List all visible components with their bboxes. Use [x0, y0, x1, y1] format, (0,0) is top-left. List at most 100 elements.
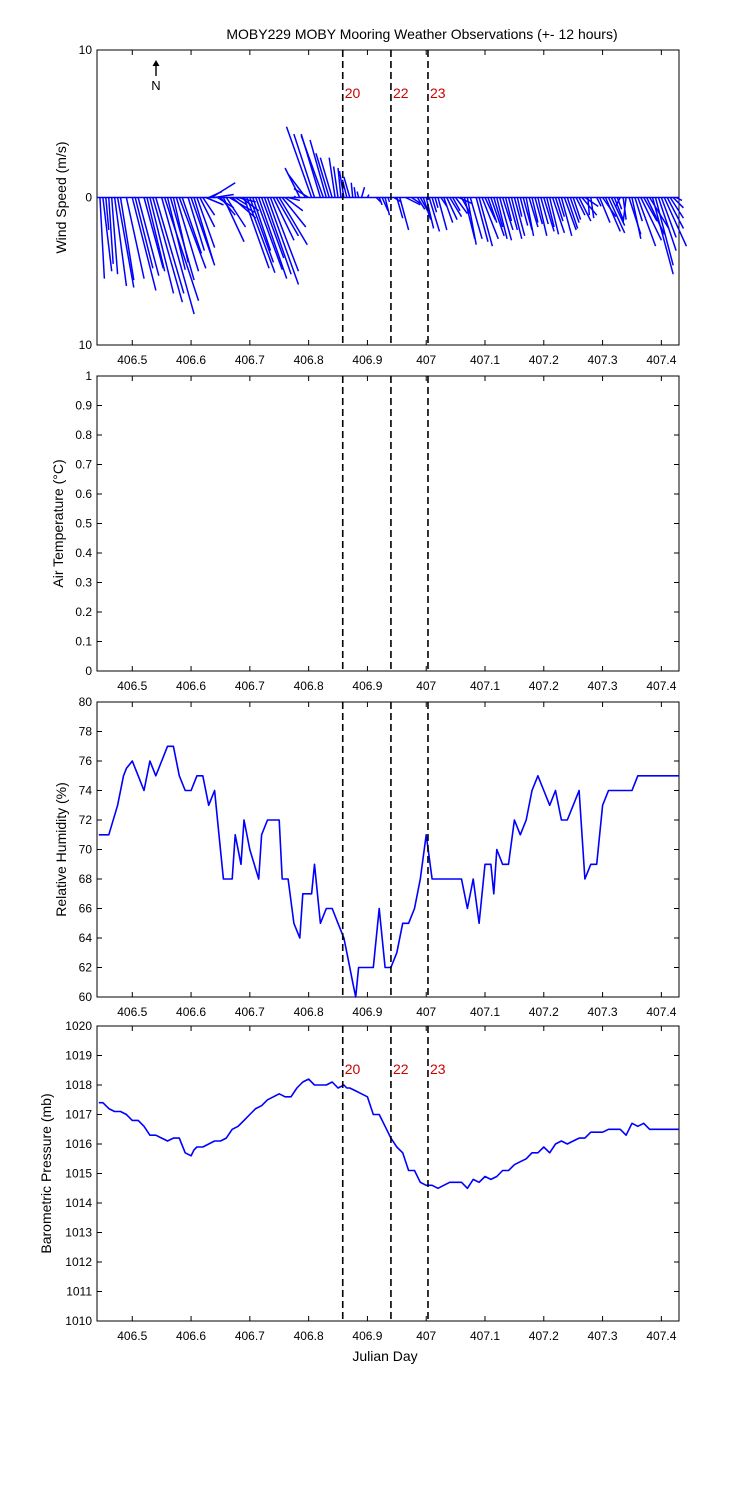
wind-stick — [152, 197, 184, 303]
wind-stick — [243, 197, 270, 269]
wind-stick — [309, 139, 327, 198]
wind-stick — [356, 191, 360, 198]
wind-stick — [493, 197, 504, 228]
wind-stick — [501, 197, 514, 231]
y-tick-label: 74 — [79, 784, 93, 798]
wind-stick — [431, 197, 438, 213]
wind-stick — [463, 197, 476, 239]
wind-stick — [510, 197, 523, 239]
y-tick-label: 1016 — [65, 1137, 92, 1151]
wind-stick — [654, 197, 674, 266]
wind-stick — [146, 197, 166, 272]
wind-stick — [554, 197, 564, 222]
wind-stick — [452, 197, 461, 212]
wind-stick — [205, 196, 224, 206]
event-marker-label: 22 — [393, 1061, 409, 1077]
wind-stick — [604, 197, 621, 232]
x-tick-label: 407 — [416, 1005, 436, 1019]
wind-stick — [540, 197, 549, 225]
wind-stick — [293, 188, 310, 199]
event-marker-label: 23 — [430, 85, 446, 101]
data-line — [98, 1078, 679, 1190]
wind-stick — [560, 197, 573, 237]
wind-stick — [449, 197, 463, 218]
wind-stick — [484, 197, 497, 220]
wind-stick — [222, 197, 245, 243]
x-tick-label: 406.7 — [235, 1329, 265, 1343]
wind-stick — [360, 186, 366, 198]
wind-stick — [187, 197, 206, 251]
axes-frame — [96, 701, 680, 998]
wind-stick — [228, 196, 255, 213]
wind-stick — [131, 197, 157, 291]
wind-stick — [569, 197, 580, 223]
x-tick-label: 407 — [416, 679, 436, 693]
y-tick-label: 66 — [79, 902, 93, 916]
wind-stick — [519, 197, 529, 226]
wind-stick — [249, 197, 275, 263]
wind-stick — [590, 197, 595, 219]
x-tick-label: 407.1 — [470, 353, 500, 367]
wind-stick — [516, 197, 523, 217]
x-tick-label: 406.6 — [176, 1005, 206, 1019]
wind-stick — [405, 196, 421, 206]
wind-stick — [125, 197, 145, 279]
x-tick-label: 407.2 — [529, 1329, 559, 1343]
wind-stick — [269, 197, 300, 272]
y-axis-label: Wind Speed (m/s) — [53, 141, 69, 253]
x-tick-label: 407.1 — [470, 1005, 500, 1019]
y-tick-label: 1013 — [65, 1226, 92, 1240]
event-marker-label: 23 — [430, 1061, 446, 1077]
wind-stick — [266, 197, 300, 285]
wind-stick — [384, 197, 391, 216]
wind-stick — [478, 197, 494, 247]
wind-stick — [113, 197, 128, 287]
y-tick-label: 0 — [85, 191, 92, 205]
wind-stick — [350, 182, 354, 198]
x-tick-label: 407.2 — [529, 1005, 559, 1019]
x-tick-label: 407.3 — [588, 1005, 618, 1019]
wind-stick — [275, 197, 300, 237]
wind-stick — [381, 197, 389, 212]
wind-stick — [137, 197, 160, 276]
wind-stick — [300, 135, 325, 198]
y-tick-label: 72 — [79, 813, 93, 827]
y-tick-label: 80 — [79, 695, 93, 709]
data-line — [98, 745, 679, 998]
wind-stick — [537, 197, 548, 237]
wind-stick — [155, 197, 185, 294]
wind-stick — [175, 197, 200, 272]
x-tick-label: 407.4 — [646, 679, 676, 693]
wind-stick — [657, 197, 677, 251]
north-arrow: N — [151, 60, 161, 93]
wind-stick — [116, 197, 135, 288]
wind-stick — [263, 197, 292, 275]
x-tick-label: 406.8 — [294, 1005, 324, 1019]
wind-stick — [496, 197, 508, 239]
wind-stick — [581, 197, 598, 216]
wind-stick — [172, 197, 189, 263]
wind-stick — [663, 197, 688, 247]
axes-frame — [96, 375, 680, 672]
x-tick-label: 406.7 — [235, 1005, 265, 1019]
wind-stick — [572, 197, 582, 220]
y-tick-label: 0.2 — [75, 605, 92, 619]
wind-stick — [411, 196, 421, 205]
wind-stick — [234, 196, 248, 206]
x-tick-label: 406.6 — [176, 679, 206, 693]
wind-stick — [225, 197, 247, 228]
wind-stick — [281, 197, 307, 228]
wind-stick — [396, 197, 404, 219]
y-tick-label: 1010 — [65, 1314, 92, 1328]
y-tick-label: 0.8 — [75, 428, 92, 442]
wind-stick — [660, 197, 677, 238]
x-tick-label: 407.2 — [529, 353, 559, 367]
wind-stick — [319, 157, 333, 198]
wind-stick — [387, 197, 391, 203]
y-tick-label: 64 — [79, 931, 93, 945]
wind-stick — [475, 197, 489, 242]
x-tick-label: 406.9 — [352, 679, 382, 693]
wind-stick — [108, 197, 114, 264]
wind-stick — [466, 197, 477, 245]
wind-stick — [99, 197, 106, 279]
